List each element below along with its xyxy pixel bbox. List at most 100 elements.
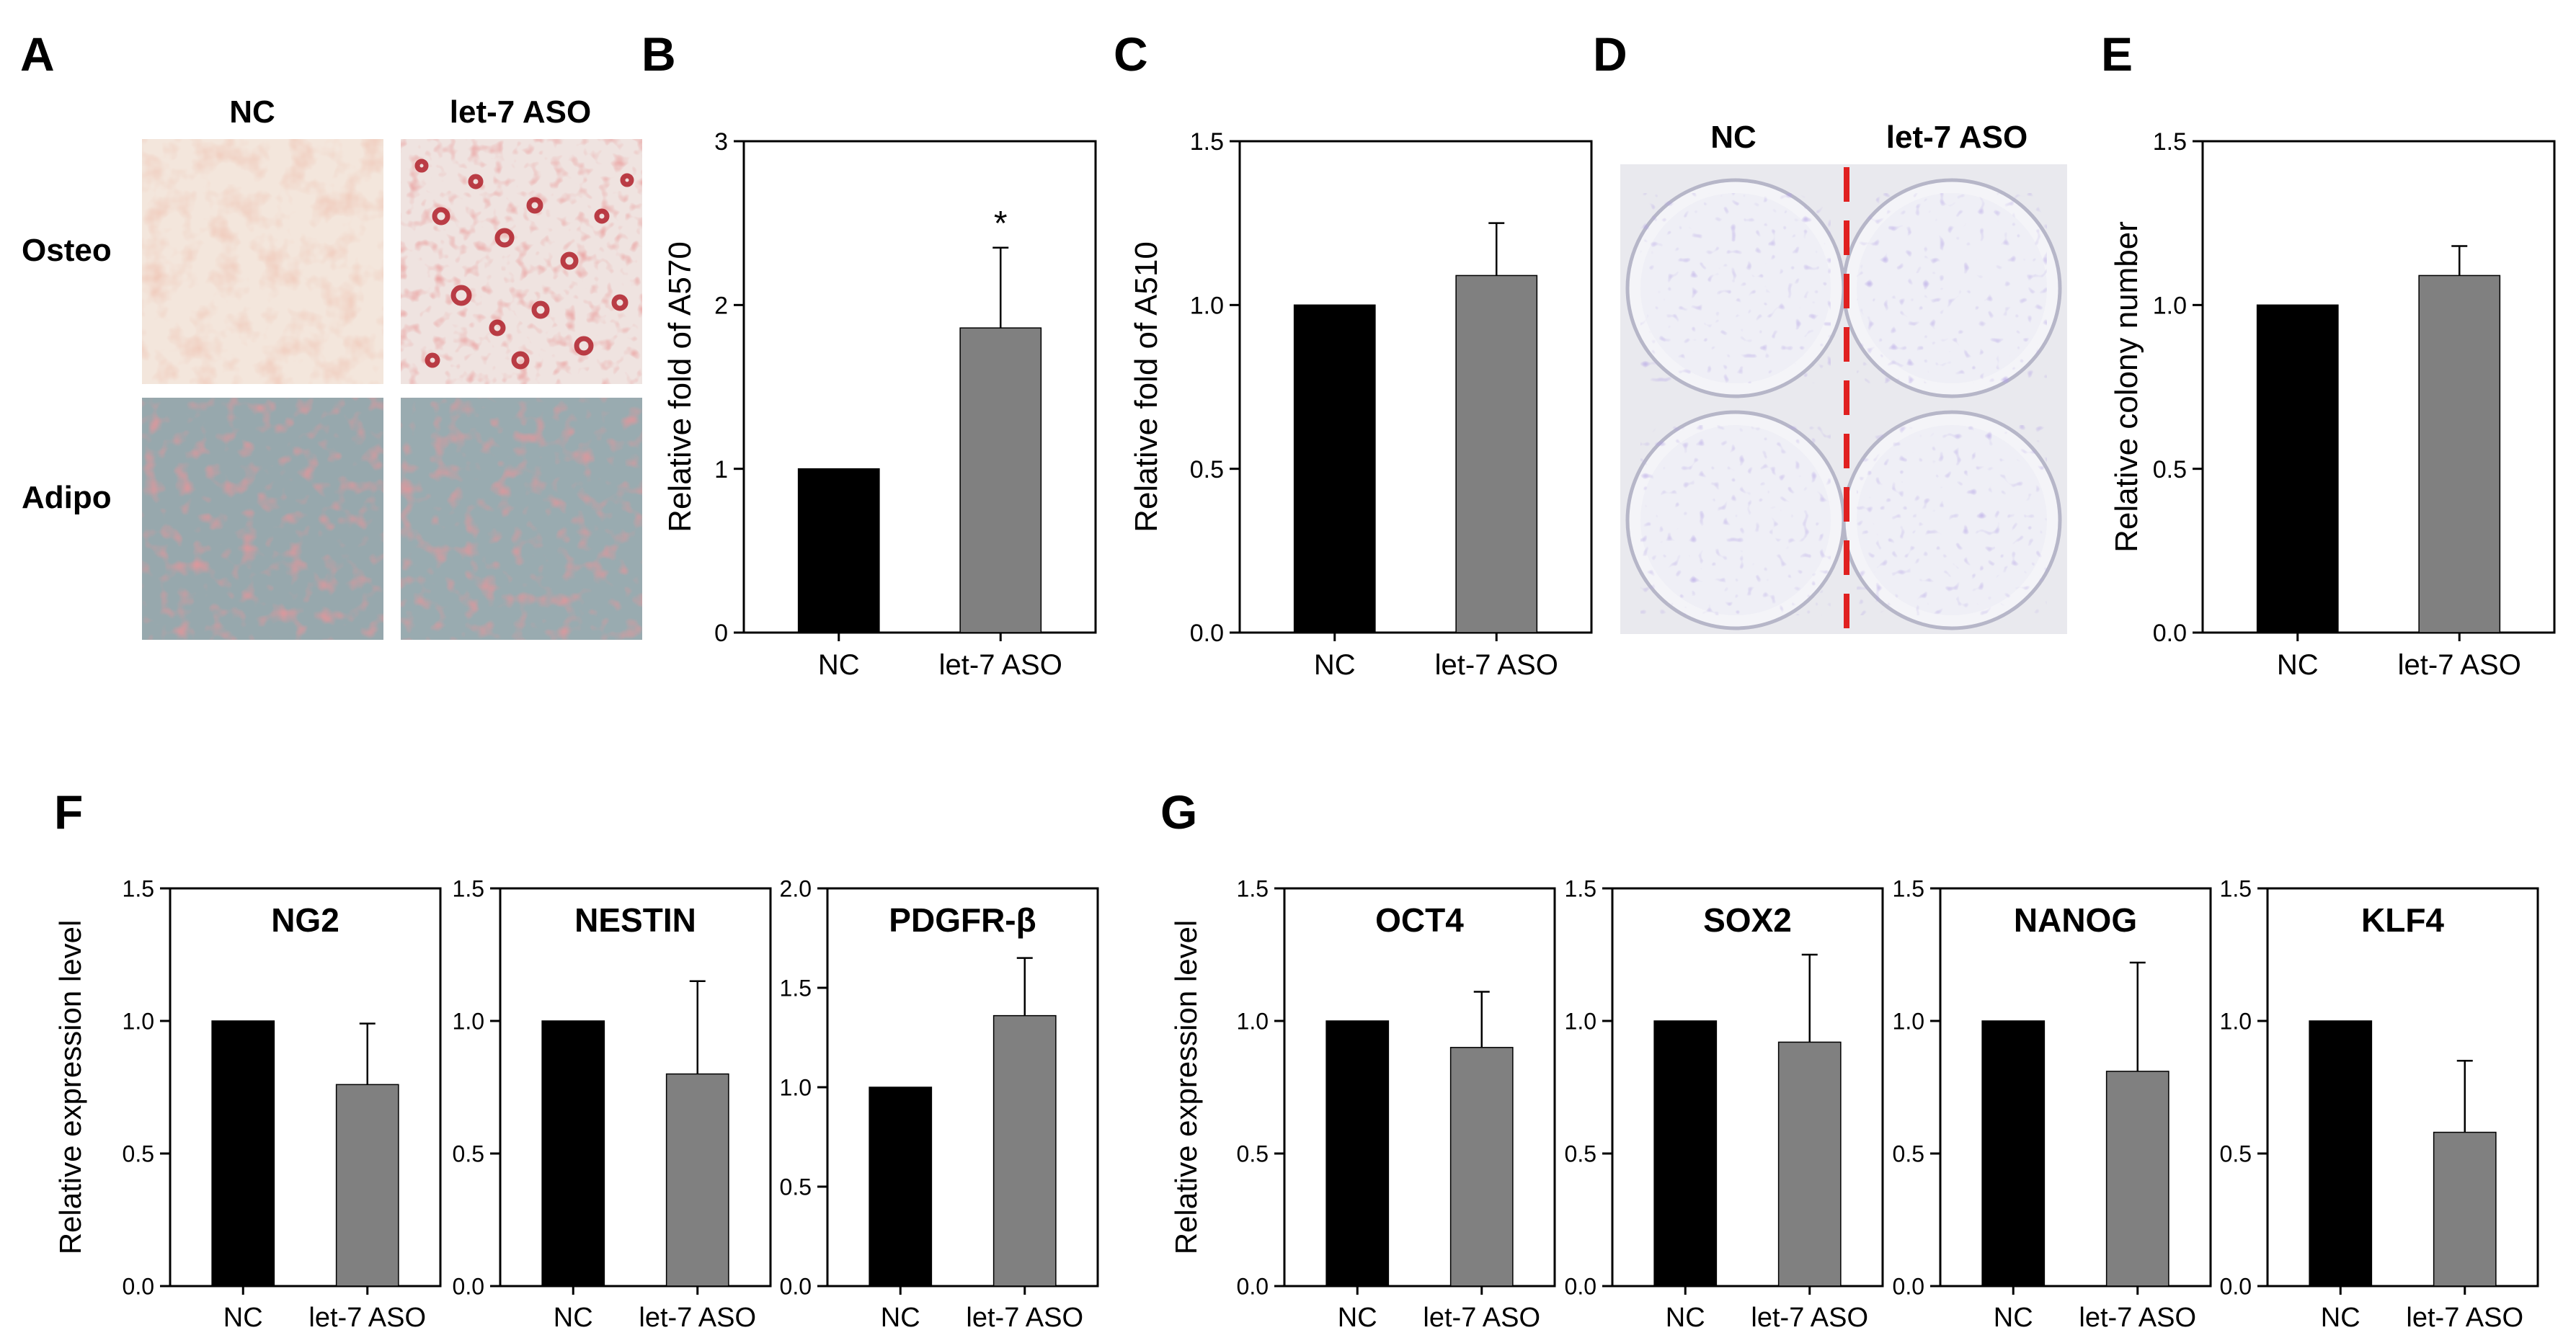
panel-a-row-label-osteo: Osteo [22,233,112,268]
x-tick-label: let-7 ASO [966,1303,1083,1333]
y-tick-label: 1.0 [453,1009,484,1035]
x-tick-label: let-7 ASO [2406,1303,2523,1333]
y-tick-label: 1.5 [123,876,154,902]
x-tick-label: let-7 ASO [939,649,1062,681]
chart-g-oct4: 0.0 0.5 1.0 1.5 NC let-7 ASO OCT4 Relative expr… [1169,876,1556,1333]
panel-d-col-label-aso: let-7 ASO [1886,120,2028,155]
bar-nc [2309,1020,2373,1287]
plate-aso-bottom [1842,410,2062,630]
chart-g-sox2: 0.0 0.5 1.0 1.5 NC let-7 ASO SOX2 [1565,876,1884,1333]
bar-let7-aso [2105,1071,2169,1287]
x-tick-label: NC [2321,1303,2360,1333]
y-tick-label: 0.5 [1237,1141,1269,1167]
y-tick-label: 0.0 [1565,1274,1596,1300]
panel-letter-b: B [641,27,676,81]
x-tick-label: let-7 ASO [1751,1303,1868,1333]
y-tick-label: 1.0 [780,1075,812,1101]
y-tick-label: 1.5 [2153,128,2187,156]
chart-b-a570: 0 1 2 3 NC let-7 ASO * Relative fold of A570 [662,128,1097,681]
panel-letter-d: D [1593,27,1627,81]
y-tick-label: 0.0 [1237,1274,1269,1300]
y-tick-label: 1.0 [123,1009,154,1035]
bar-let7-aso [959,327,1042,633]
y-tick-label: 0.5 [1893,1141,1924,1167]
chart-g-nanog: 0.0 0.5 1.0 1.5 NC let-7 ASO NANOG [1893,876,2212,1333]
plate-nc-top [1625,178,1846,398]
x-tick-label: let-7 ASO [2398,649,2521,681]
chart-title: KLF4 [2361,901,2444,939]
y-tick-label: 0.5 [1565,1141,1596,1167]
plot-frame [2201,140,2556,634]
chart-title: NESTIN [574,901,696,939]
y-tick-label: 3 [714,128,728,156]
y-tick-label: 1.5 [780,976,812,1001]
chart-title: OCT4 [1375,901,1464,939]
image-adipo-nc [142,398,383,640]
panel-letter-a: A [20,27,55,81]
x-tick-label: let-7 ASO [2079,1303,2196,1333]
plot-frame [1611,887,1884,1288]
y-tick-label: 1.0 [1237,1009,1269,1035]
chart-title: PDGFR-β [889,901,1036,939]
y-axis-label: Relative colony number [2109,221,2144,553]
chart-f-ng2: 0.0 0.5 1.0 1.5 NC let-7 ASO NG2 Relative expre… [53,876,442,1333]
bar-nc [797,468,880,633]
y-tick-label: 0.0 [1893,1274,1924,1300]
chart-e-colony-number: 0.0 0.5 1.0 1.5 NC let-7 ASO Relative colony n… [2109,128,2556,681]
y-tick-label: 2 [714,293,728,320]
chart-c-a510: 0.0 0.5 1.0 1.5 NC let-7 ASO Relative fold of … [1129,128,1593,681]
y-tick-label: 1.5 [1893,876,1924,902]
y-tick-label: 1.5 [1237,876,1269,902]
bar-let7-aso [665,1073,729,1287]
y-axis-label: Relative expression level [53,920,87,1255]
y-tick-label: 1.5 [1190,128,1224,156]
y-tick-label: 0.0 [123,1274,154,1300]
panel-a-images: NC let-7 ASO Osteo Adipo [22,94,642,640]
chart-title: SOX2 [1703,901,1792,939]
bar-let7-aso [992,1014,1057,1287]
y-tick-label: 1.0 [1893,1009,1924,1035]
panel-a-row-label-adipo: Adipo [22,480,112,515]
y-tick-label: 0.5 [123,1141,154,1167]
plate-nc-bottom [1625,410,1846,630]
y-tick-label: 0.5 [1190,456,1224,483]
chart-f-nestin: 0.0 0.5 1.0 1.5 NC let-7 ASO NESTIN [453,876,772,1333]
y-tick-label: 0.5 [780,1174,812,1200]
plot-frame [826,887,1099,1288]
bar-let7-aso [1777,1041,1842,1287]
plot-frame [499,887,772,1288]
plot-frame [169,887,442,1288]
x-tick-label: let-7 ASO [1435,649,1558,681]
y-tick-label: 1.0 [2153,293,2187,320]
bar-nc [2256,304,2339,633]
y-axis-label: Relative expression level [1169,920,1203,1255]
x-tick-label: let-7 ASO [1423,1303,1540,1333]
bar-nc [541,1020,605,1287]
plot-frame [2266,887,2539,1288]
image-osteo-aso [401,139,642,384]
panel-letter-f: F [54,785,83,839]
y-tick-label: 2.0 [780,876,812,902]
bar-let7-aso [2418,275,2501,633]
x-tick-label: let-7 ASO [639,1303,756,1333]
image-osteo-nc [142,139,383,384]
y-tick-label: 0.0 [453,1274,484,1300]
panel-d-col-label-nc: NC [1710,120,1756,155]
panel-letter-e: E [2101,27,2133,81]
x-tick-label: let-7 ASO [308,1303,426,1333]
bar-nc [211,1020,275,1287]
x-tick-label: NC [554,1303,593,1333]
plot-frame [1939,887,2212,1288]
y-tick-label: 0.0 [2220,1274,2252,1300]
x-tick-label: NC [1666,1303,1705,1333]
plate-aso-top [1842,178,2062,398]
plot-frame [1283,887,1556,1288]
x-tick-label: NC [1338,1303,1377,1333]
y-tick-label: 0.0 [780,1274,812,1300]
bar-let7-aso [1455,275,1538,633]
plot-frame [742,140,1097,634]
chart-title: NANOG [2014,901,2137,939]
y-axis-label: Relative fold of A570 [662,241,698,532]
x-tick-label: NC [2277,649,2319,681]
x-tick-label: NC [818,649,860,681]
